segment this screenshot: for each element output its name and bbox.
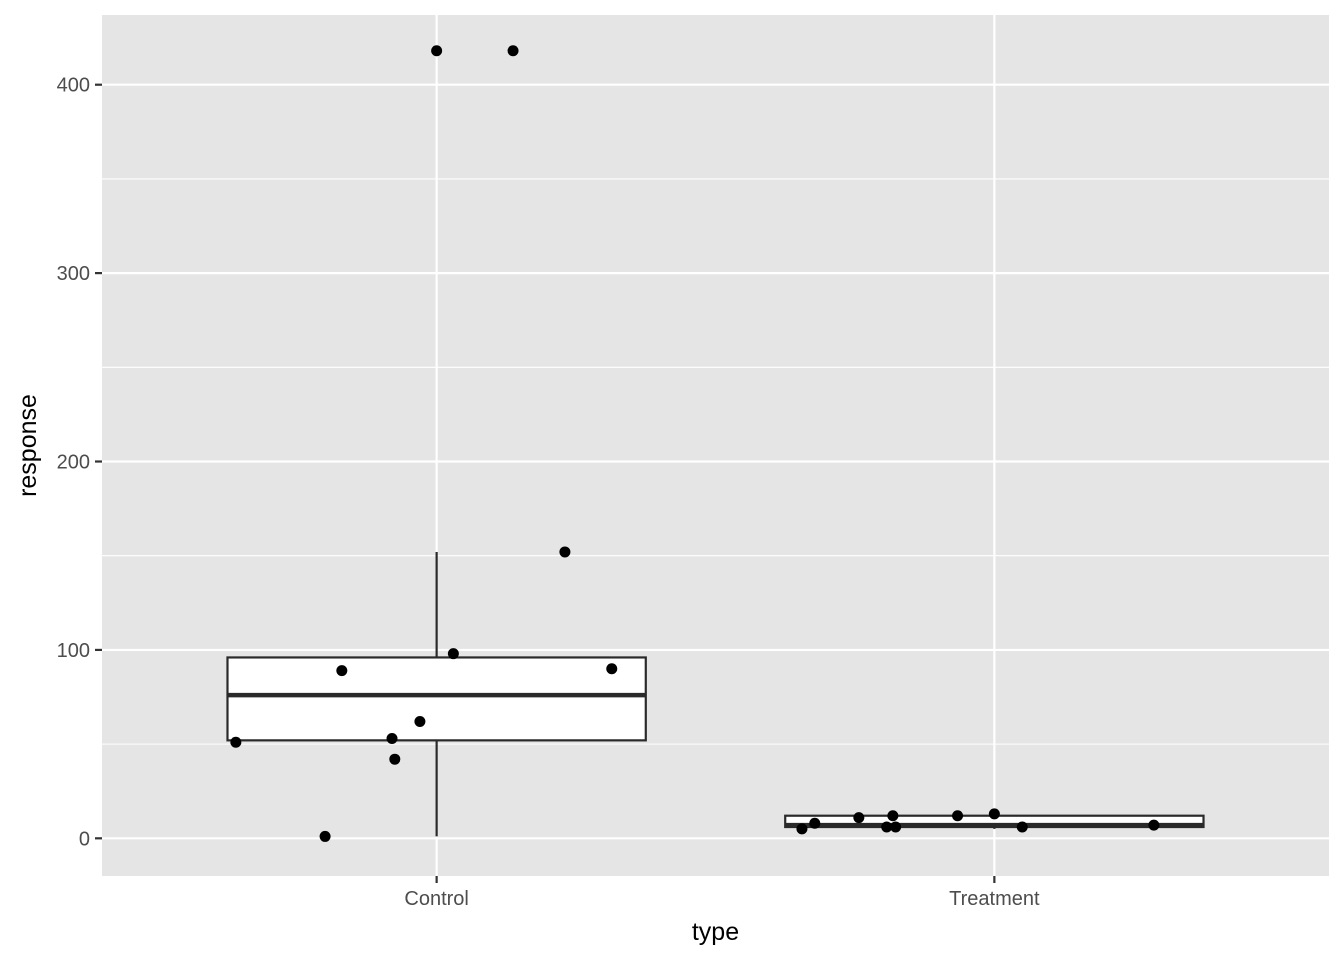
data-point [414,716,426,728]
data-point [1016,821,1028,833]
y-tick-label: 400 [57,75,90,97]
data-point [319,830,331,842]
box-control [226,551,647,837]
data-points [230,45,1160,842]
data-point [952,810,964,822]
data-point [606,663,618,675]
x-axis-title: type [692,918,739,946]
data-point [796,823,808,835]
x-tick-label: Treatment [949,888,1040,910]
data-point [386,732,398,744]
data-point [887,810,899,822]
minor-gridlines [102,178,1329,745]
y-tick-label: 100 [57,640,90,662]
x-tick-label: Control [404,888,468,910]
y-axis: 0 100 200 300 400 [57,75,102,850]
data-point [559,546,571,558]
data-point [230,736,242,748]
data-point [881,821,893,833]
data-point [336,665,348,677]
y-tick-label: 0 [79,828,90,850]
data-point [1148,819,1160,831]
data-point [890,821,902,833]
data-point [853,812,865,824]
y-tick-label: 200 [57,452,90,474]
data-point [447,648,459,660]
x-axis: Control Treatment [404,876,1040,910]
plot-panel [102,15,1329,876]
y-axis-title: response [14,394,42,497]
data-point [431,45,443,57]
data-point [988,808,1000,820]
data-point [507,45,519,57]
data-point [389,753,401,765]
box-iqr [226,656,647,742]
y-tick-label: 300 [57,263,90,285]
boxes [226,551,1205,837]
data-point [809,817,821,829]
